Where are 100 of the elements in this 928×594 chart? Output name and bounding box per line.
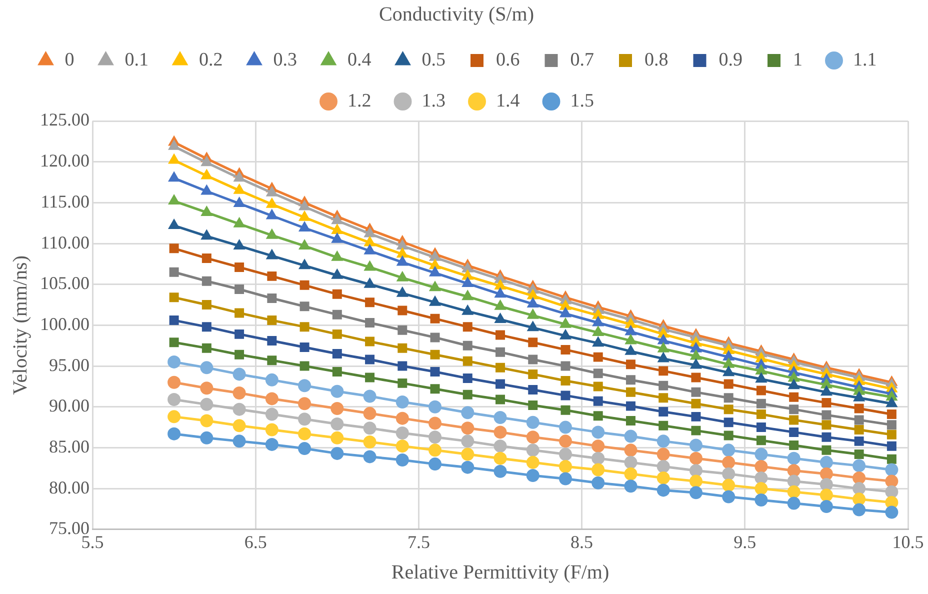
point — [592, 440, 605, 453]
point — [200, 206, 212, 216]
point — [200, 414, 214, 428]
point — [560, 307, 572, 318]
point — [624, 444, 638, 457]
y-tick-label: 100.00 — [40, 314, 90, 334]
point — [822, 420, 832, 430]
point — [689, 474, 702, 488]
point — [527, 308, 539, 319]
point — [396, 426, 409, 440]
point — [330, 446, 344, 460]
point — [461, 422, 474, 435]
point — [754, 493, 768, 506]
point — [560, 405, 570, 415]
point — [298, 259, 310, 270]
point — [885, 485, 898, 498]
legend-label: 0.4 — [348, 49, 372, 70]
point — [885, 474, 898, 488]
point — [789, 392, 799, 402]
point — [625, 334, 636, 344]
point — [820, 488, 833, 502]
point — [234, 262, 244, 272]
point — [656, 471, 670, 484]
point — [593, 396, 603, 406]
point — [560, 344, 570, 354]
point — [690, 342, 702, 352]
point — [396, 412, 409, 425]
point — [298, 427, 312, 440]
point — [558, 448, 572, 461]
legend-label: 0.9 — [718, 49, 742, 70]
point — [820, 500, 833, 514]
point — [332, 349, 342, 359]
point — [429, 296, 441, 306]
point — [202, 322, 212, 332]
point — [526, 444, 540, 457]
point — [168, 427, 181, 440]
point — [494, 288, 506, 298]
point — [691, 398, 701, 408]
point — [626, 360, 636, 370]
point — [853, 391, 865, 402]
point — [363, 422, 376, 435]
point — [168, 172, 180, 182]
point — [234, 184, 245, 194]
point — [462, 356, 472, 366]
point — [398, 306, 408, 316]
point — [396, 395, 409, 408]
point — [169, 316, 179, 326]
point — [300, 302, 310, 312]
point — [428, 416, 442, 430]
point — [363, 406, 376, 420]
point — [430, 384, 440, 394]
point — [787, 496, 800, 510]
point — [267, 294, 277, 303]
point — [200, 361, 214, 374]
point — [234, 217, 245, 228]
point — [690, 350, 702, 360]
point — [496, 362, 505, 372]
point — [787, 464, 800, 478]
point — [724, 430, 734, 440]
point — [300, 322, 310, 332]
point — [266, 186, 278, 196]
point — [558, 434, 572, 448]
point — [396, 453, 409, 466]
point — [822, 432, 832, 442]
point — [169, 244, 179, 254]
point — [658, 420, 668, 430]
point — [429, 259, 441, 270]
legend-label: 0.8 — [644, 49, 668, 70]
point — [722, 350, 734, 361]
point — [691, 372, 701, 382]
point — [462, 304, 474, 315]
x-tick-label: 9.5 — [734, 532, 756, 552]
point — [364, 244, 376, 254]
point — [822, 410, 832, 420]
point — [822, 398, 832, 408]
point — [494, 440, 507, 453]
point — [886, 420, 896, 430]
point — [526, 456, 540, 469]
point — [266, 249, 278, 260]
legend-label: 0.1 — [124, 49, 148, 70]
point — [560, 390, 570, 400]
point — [593, 352, 603, 362]
point — [593, 382, 603, 392]
point — [396, 271, 408, 282]
legend-title: Conductivity (S/m) — [379, 3, 534, 26]
point — [658, 393, 668, 403]
point — [298, 210, 310, 221]
point — [624, 480, 638, 493]
legend-label: 0.3 — [273, 49, 297, 70]
point — [398, 325, 408, 335]
point — [168, 355, 181, 368]
point — [528, 400, 538, 410]
point — [593, 368, 603, 378]
point — [267, 316, 277, 326]
point — [626, 401, 636, 411]
point — [462, 390, 472, 400]
point — [656, 460, 670, 474]
y-tick-label: 85.00 — [49, 436, 90, 456]
point — [625, 344, 636, 355]
point — [852, 459, 866, 472]
